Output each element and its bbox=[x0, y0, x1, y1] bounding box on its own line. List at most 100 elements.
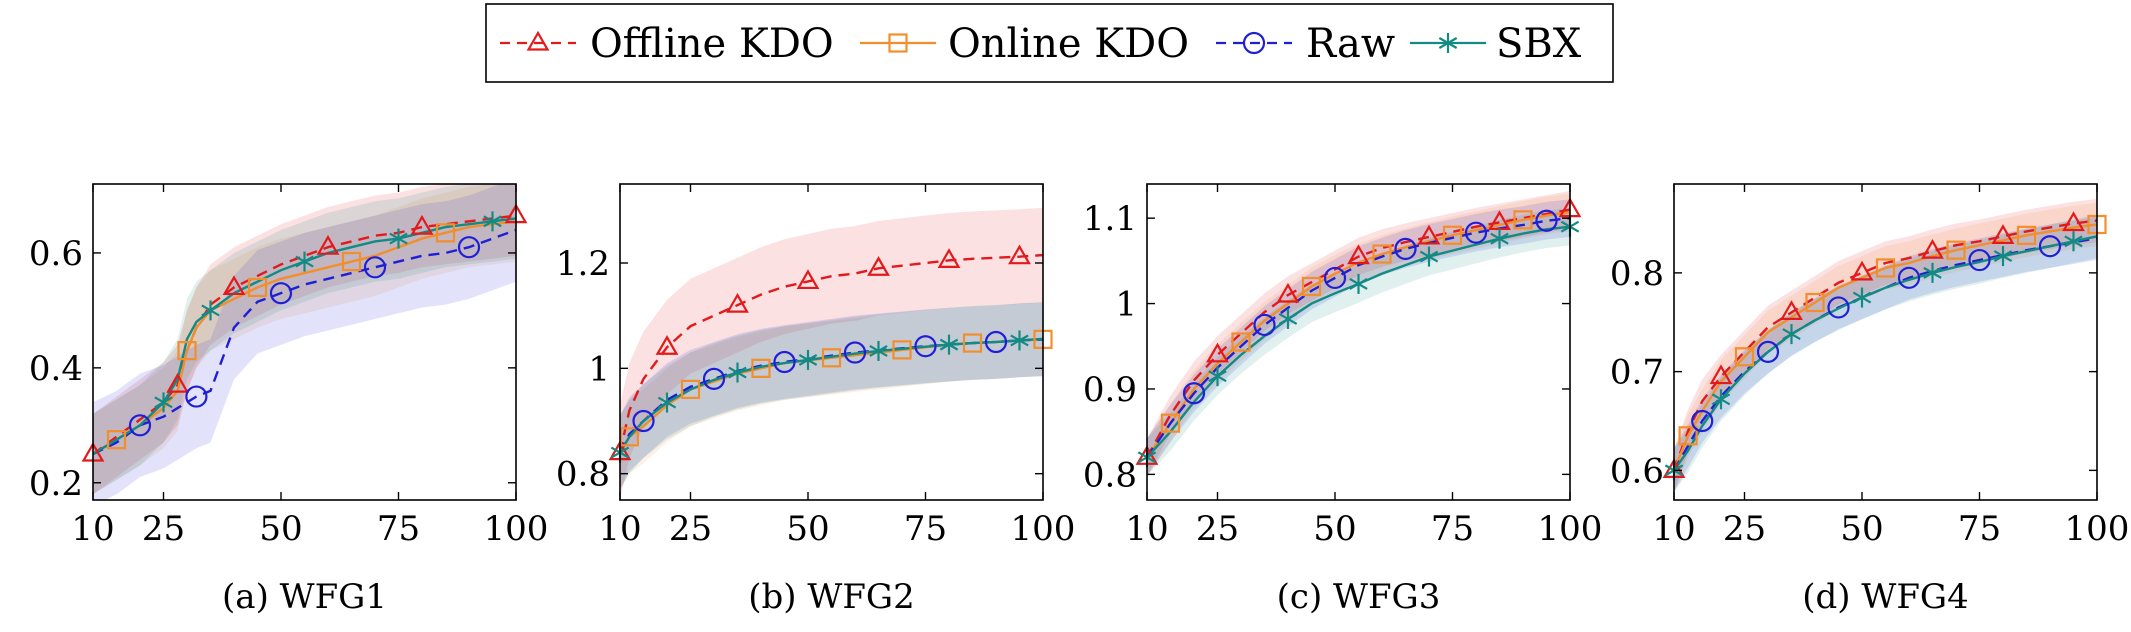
marker-online-kdo-70 bbox=[1946, 240, 1966, 260]
marker-offline-kdo-65 bbox=[1921, 238, 1944, 259]
chart-panel-wfg2: 10 25 50 75 100 0.8 1 1.2 (b) WFG2 bbox=[556, 183, 1076, 617]
marker-online-kdo-85 bbox=[962, 333, 983, 353]
marker-raw-90 bbox=[457, 236, 481, 259]
marker-sbx-25 bbox=[1208, 366, 1227, 387]
x-tick-label: 10 bbox=[1652, 509, 1695, 549]
legend-marker-online-kdo bbox=[888, 33, 908, 53]
y-tick-label: 0.7 bbox=[1610, 353, 1664, 393]
marker-online-kdo-25 bbox=[680, 379, 701, 399]
y-tick-label: 0.2 bbox=[29, 464, 83, 504]
marker-sbx-20 bbox=[657, 392, 677, 413]
marker-sbx-55 bbox=[295, 251, 314, 272]
marker-raw-65 bbox=[1394, 237, 1417, 261]
x-tick-label: 100 bbox=[1011, 509, 1076, 549]
marker-online-kdo-45 bbox=[247, 277, 268, 298]
legend-entry-sbx: SBX bbox=[1410, 21, 1582, 67]
y-tick-label: 1 bbox=[588, 349, 610, 389]
marker-online-kdo-65 bbox=[341, 251, 362, 272]
marker-raw-95 bbox=[1535, 209, 1558, 232]
series-line-sbx bbox=[1674, 235, 2097, 472]
marker-raw-35 bbox=[1253, 313, 1276, 337]
panel-caption: (c) WFG3 bbox=[1277, 577, 1441, 617]
y-tick-label: 0.6 bbox=[1610, 451, 1664, 491]
marker-sbx-95 bbox=[1010, 330, 1029, 351]
x-tick-label: 50 bbox=[1840, 509, 1883, 549]
marker-online-kdo-40 bbox=[751, 358, 771, 378]
series-line-raw bbox=[93, 228, 516, 456]
x-tick-label: 50 bbox=[786, 509, 829, 549]
marker-sbx-20 bbox=[1711, 389, 1731, 410]
x-tick-label: 10 bbox=[71, 509, 114, 549]
axes-frame bbox=[92, 183, 517, 501]
legend-label-sbx: SBX bbox=[1496, 21, 1582, 67]
marker-sbx-65 bbox=[869, 340, 888, 361]
series-line-offline-kdo bbox=[620, 253, 1043, 453]
marker-raw-75 bbox=[914, 335, 937, 358]
chart-panel-wfg3: 10 25 50 75 100 0.8 0.9 1 1.1 (c) WFG3 bbox=[1083, 183, 1602, 617]
band-sbx bbox=[620, 301, 1043, 490]
marker-sbx-35 bbox=[728, 362, 747, 383]
marker-raw-30 bbox=[1756, 340, 1780, 363]
band-offline-kdo bbox=[1674, 198, 2097, 493]
marker-raw-20 bbox=[128, 414, 152, 437]
marker-online-kdo-85 bbox=[2016, 225, 2037, 245]
axes-frame bbox=[1146, 183, 1571, 501]
panel-caption: (a) WFG1 bbox=[222, 577, 387, 617]
x-tick-label: 100 bbox=[2065, 509, 2130, 549]
marker-sbx-75 bbox=[389, 228, 408, 249]
legend-marker-sbx bbox=[1438, 33, 1458, 53]
marker-offline-kdo-60 bbox=[316, 234, 340, 255]
marker-online-kdo-85 bbox=[435, 223, 456, 243]
chart-panel-wfg4: 10 25 50 75 100 0.6 0.7 0.8 (d) WFG4 bbox=[1610, 183, 2130, 617]
y-tick-label: 0.6 bbox=[29, 234, 83, 274]
axes-frame bbox=[1673, 183, 2098, 501]
x-tick-label: 75 bbox=[904, 509, 947, 549]
marker-offline-kdo-28 bbox=[166, 372, 190, 393]
band-sbx bbox=[1147, 207, 1570, 477]
band-online-kdo bbox=[93, 184, 516, 495]
marker-sbx-95 bbox=[2064, 231, 2083, 252]
marker-online-kdo-13 bbox=[1678, 426, 1698, 446]
panel-caption: (b) WFG2 bbox=[748, 577, 914, 617]
marker-offline-kdo-50 bbox=[796, 269, 820, 290]
y-tick-label: 1.2 bbox=[556, 244, 610, 284]
marker-offline-kdo-50 bbox=[1850, 260, 1874, 281]
marker-offline-kdo-55 bbox=[1347, 244, 1370, 265]
marker-offline-kdo-40 bbox=[222, 275, 246, 296]
band-offline-kdo bbox=[93, 184, 516, 495]
band-offline-kdo bbox=[620, 207, 1043, 500]
series-line-offline-kdo bbox=[1147, 208, 1570, 458]
x-tick-label: 75 bbox=[1958, 509, 2001, 549]
legend-label-online-kdo: Online KDO bbox=[948, 21, 1189, 67]
marker-raw-60 bbox=[843, 341, 867, 364]
marker-online-kdo-70 bbox=[892, 340, 912, 360]
marker-offline-kdo-20 bbox=[1709, 364, 1733, 385]
marker-online-kdo-90 bbox=[1513, 210, 1533, 230]
marker-offline-kdo-80 bbox=[410, 214, 434, 235]
marker-raw-90 bbox=[984, 330, 1008, 354]
x-tick-label: 100 bbox=[484, 509, 549, 549]
marker-offline-kdo-70 bbox=[1417, 224, 1441, 245]
legend-marker-offline-kdo bbox=[526, 30, 550, 51]
marker-online-kdo-40 bbox=[1805, 292, 1825, 313]
marker-raw-32 bbox=[185, 385, 208, 408]
marker-sbx-35 bbox=[201, 300, 220, 321]
y-tick-label: 0.9 bbox=[1083, 370, 1137, 410]
legend: Offline KDO Online KDO Raw SBX bbox=[485, 3, 1614, 83]
marker-online-kdo-15 bbox=[106, 430, 127, 450]
y-tick-label: 1.1 bbox=[1083, 199, 1137, 239]
marker-sbx-35 bbox=[1782, 324, 1801, 345]
marker-online-kdo-55 bbox=[821, 348, 842, 368]
marker-sbx-50 bbox=[1852, 287, 1872, 308]
y-tick-label: 1 bbox=[1115, 285, 1137, 325]
marker-raw-50 bbox=[1323, 266, 1347, 290]
marker-sbx-70 bbox=[1419, 246, 1439, 267]
marker-online-kdo-15 bbox=[1160, 413, 1181, 433]
marker-online-kdo-30 bbox=[1231, 332, 1251, 352]
marker-raw-20 bbox=[1182, 382, 1206, 405]
marker-offline-kdo-95 bbox=[2062, 211, 2085, 232]
marker-sbx-95 bbox=[483, 211, 502, 232]
marker-sbx-80 bbox=[939, 334, 959, 355]
x-tick-label: 10 bbox=[598, 509, 641, 549]
